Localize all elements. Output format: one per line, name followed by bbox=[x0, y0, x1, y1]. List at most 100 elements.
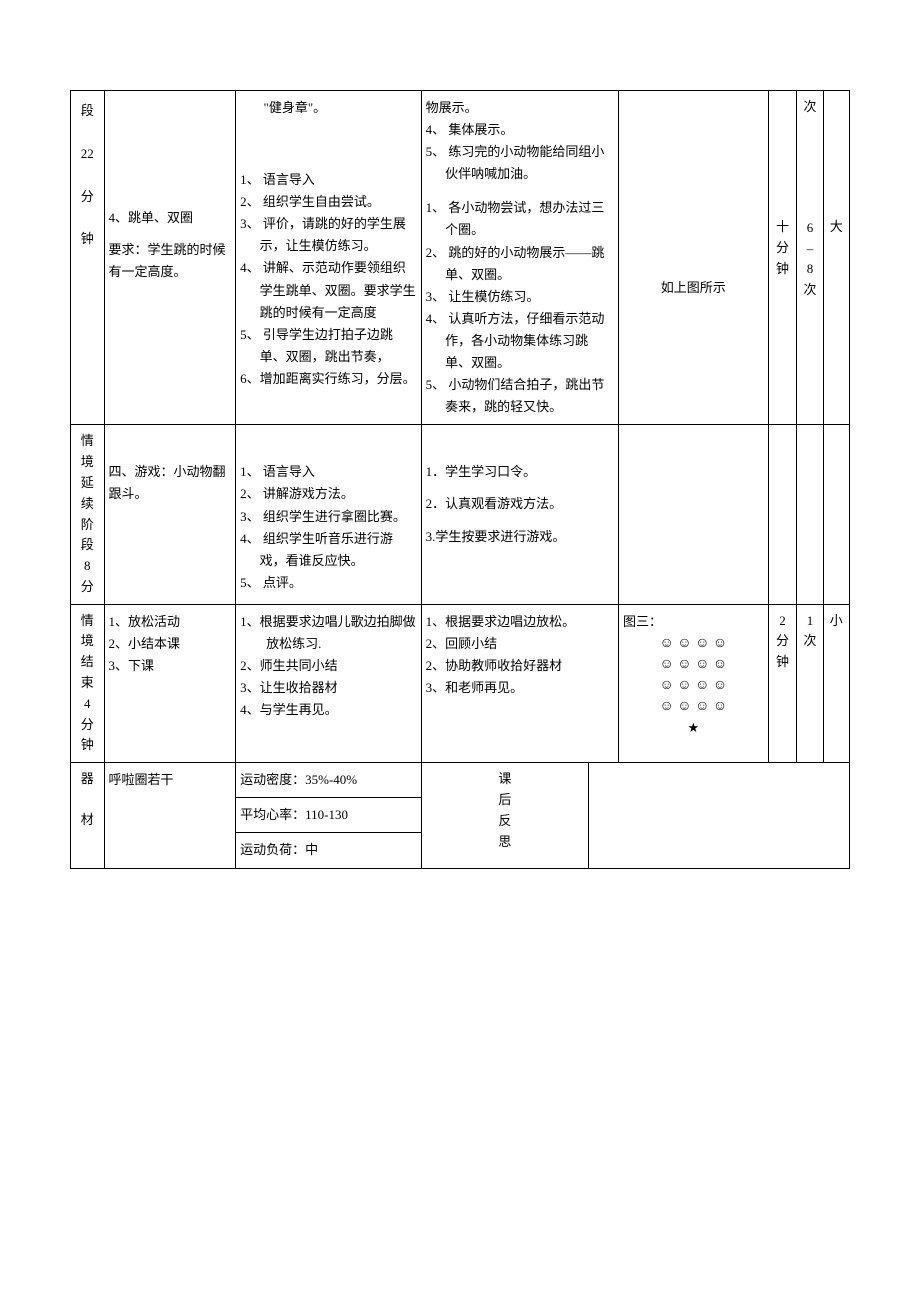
list-item: 2、 讲解游戏方法。 bbox=[240, 483, 416, 505]
list-item: 1．学生学习口令。 bbox=[426, 461, 614, 483]
char: 8 bbox=[807, 259, 814, 280]
count-cell: 1 次 bbox=[797, 604, 823, 763]
char: 段 bbox=[81, 101, 94, 122]
list-item: 2、 跳的好的小动物展示——跳单、双圈。 bbox=[426, 242, 614, 286]
list-item: 3、和老师再见。 bbox=[426, 677, 614, 699]
diagram-title: 图三： bbox=[623, 611, 764, 633]
list-item: 1、放松活动 bbox=[109, 611, 232, 633]
list-item: 3、 组织学生进行拿圈比赛。 bbox=[240, 506, 416, 528]
char: 情 bbox=[81, 431, 94, 452]
text: 如上图所示 bbox=[623, 277, 764, 299]
content-cell: 1、放松活动 2、小结本课 3、下课 bbox=[104, 604, 236, 763]
count-cell: 次 6 – 8 次 bbox=[797, 91, 823, 425]
list-item: 4、 讲解、示范动作要领组织学生跳单、双圈。要求学生跳的时候有一定高度 bbox=[240, 257, 416, 323]
text: 呼啦圈若干 bbox=[109, 769, 232, 791]
content-cell: 四、游戏：小动物翻跟斗。 bbox=[104, 425, 236, 604]
char: 小 bbox=[830, 611, 843, 632]
char: 束 bbox=[81, 673, 94, 694]
list-item: 2、师生共同小结 bbox=[240, 655, 416, 677]
list-item: 3、让生收拾器材 bbox=[240, 677, 416, 699]
char: 境 bbox=[81, 452, 94, 473]
char: 分 bbox=[776, 238, 789, 259]
char: 分 bbox=[81, 577, 94, 598]
lesson-plan-table: 段 22 分 钟 4、跳单、双圈 要求：学生跳的时候有一定高度。 "健身章"。 … bbox=[70, 90, 850, 869]
phase-label: 段 22 分 钟 bbox=[71, 91, 105, 425]
metric-cell: 平均心率：110-130 bbox=[236, 798, 421, 833]
char: 课 bbox=[498, 769, 511, 790]
list-item: 2．认真观看游戏方法。 bbox=[426, 493, 614, 515]
reflection-label: 课 后 反 思 bbox=[421, 763, 589, 868]
text: 物展示。 bbox=[426, 97, 614, 119]
list-item: 1、 语言导入 bbox=[240, 461, 416, 483]
char: 大 bbox=[830, 217, 843, 238]
star-icon: ★ bbox=[623, 717, 764, 739]
table-row: 器 材 呼啦圈若干 运动密度：35%-40% 课 后 反 思 bbox=[71, 763, 850, 798]
student-activity-cell: 1、根据要求边唱边放松。 2、回顾小结 2、协助教师收拾好器材 3、和老师再见。 bbox=[421, 604, 618, 763]
char: 后 bbox=[498, 790, 511, 811]
list-item: 4、 认真听方法，仔细看示范动作，各小动物集体练习跳单、双圈。 bbox=[426, 308, 614, 374]
char: 器 bbox=[81, 769, 94, 790]
list-item: 1、根据要求边唱儿歌边拍脚做放松练习. bbox=[240, 611, 416, 655]
list-item: 6、增加距离实行练习，分层。 bbox=[240, 368, 416, 390]
char: 境 bbox=[81, 631, 94, 652]
char: – bbox=[807, 239, 814, 260]
text: 四、游戏：小动物翻跟斗。 bbox=[109, 461, 232, 505]
char: 续 bbox=[81, 494, 94, 515]
intensity-cell: 小 bbox=[823, 604, 849, 763]
student-activity-cell: 1．学生学习口令。 2．认真观看游戏方法。 3.学生按要求进行游戏。 bbox=[421, 425, 618, 604]
list-item: 3、 评价，请跳的好的学生展示，让生模仿练习。 bbox=[240, 213, 416, 257]
intensity-cell bbox=[823, 425, 849, 604]
smiley-grid: ☺ ☺ ☺ ☺ ☺ ☺ ☺ ☺ ☺ ☺ ☺ ☺ ☺ ☺ ☺ ☺ bbox=[623, 633, 764, 717]
teacher-activity-cell: 1、 语言导入 2、 讲解游戏方法。 3、 组织学生进行拿圈比赛。 4、 组织学… bbox=[236, 425, 421, 604]
char: 钟 bbox=[776, 259, 789, 280]
list-item: 3、 让生模仿练习。 bbox=[426, 286, 614, 308]
char: 8 bbox=[84, 556, 91, 577]
reflection-cell bbox=[589, 763, 850, 868]
char: 结 bbox=[81, 652, 94, 673]
char: 钟 bbox=[81, 229, 94, 250]
text: 运动负荷：中 bbox=[240, 839, 416, 861]
char: 钟 bbox=[776, 652, 789, 673]
list-item: 2、回顾小结 bbox=[426, 633, 614, 655]
char: 钟 bbox=[81, 735, 94, 756]
char: 分 bbox=[776, 631, 789, 652]
char: 4 bbox=[84, 694, 91, 715]
list-item: 2、小结本课 bbox=[109, 633, 232, 655]
list-item: 2、 组织学生自由尝试。 bbox=[240, 191, 416, 213]
list-item: 1、根据要求边唱边放松。 bbox=[426, 611, 614, 633]
char: 2 bbox=[779, 611, 786, 632]
table-row: 情 境 延 续 阶 段 8 分 四、游戏：小动物翻跟斗。 1、 语言导入 2、 … bbox=[71, 425, 850, 604]
char: 1 bbox=[807, 611, 814, 632]
text: 平均心率：110-130 bbox=[240, 804, 416, 826]
list-item: 3、下课 bbox=[109, 655, 232, 677]
text: 要求：学生跳的时候有一定高度。 bbox=[109, 239, 232, 283]
char: 延 bbox=[81, 473, 94, 494]
list-item: 4、与学生再见。 bbox=[240, 699, 416, 721]
char: 十 bbox=[776, 217, 789, 238]
char: 段 bbox=[81, 535, 94, 556]
diagram-cell bbox=[619, 425, 769, 604]
list-item: 1、 语言导入 bbox=[240, 169, 416, 191]
char: 6 bbox=[807, 218, 814, 239]
teacher-activity-cell: "健身章"。 1、 语言导入 2、 组织学生自由尝试。 3、 评价，请跳的好的学… bbox=[236, 91, 421, 425]
equipment-cell: 呼啦圈若干 bbox=[104, 763, 236, 868]
diagram-cell: 如上图所示 bbox=[619, 91, 769, 425]
list-item: 5、 引导学生边打拍子边跳单、双圈，跳出节奏， bbox=[240, 324, 416, 368]
student-activity-cell: 物展示。 4、 集体展示。 5、 练习完的小动物能给同组小伙伴呐喊加油。 1、 … bbox=[421, 91, 618, 425]
char: 情 bbox=[81, 611, 94, 632]
text: 5、 练习完的小动物能给同组小伙伴呐喊加油。 bbox=[426, 141, 614, 185]
text: "健身章"。 bbox=[240, 97, 416, 119]
count-cell bbox=[797, 425, 823, 604]
char: 次 bbox=[803, 97, 816, 118]
time-cell bbox=[768, 425, 797, 604]
metric-cell: 运动负荷：中 bbox=[236, 833, 421, 868]
equipment-label: 器 材 bbox=[71, 763, 105, 868]
list-item: 1、 各小动物尝试，想办法过三个圈。 bbox=[426, 197, 614, 241]
time-cell: 十 分 钟 bbox=[768, 91, 797, 425]
phase-label: 情 境 结 束 4 分 钟 bbox=[71, 604, 105, 763]
char: 22 bbox=[81, 144, 94, 165]
char: 次 bbox=[803, 280, 816, 301]
metric-cell: 运动密度：35%-40% bbox=[236, 763, 421, 798]
table-row: 情 境 结 束 4 分 钟 1、放松活动 2、小结本课 3、下课 1、根据要求边… bbox=[71, 604, 850, 763]
char: 反 bbox=[498, 811, 511, 832]
